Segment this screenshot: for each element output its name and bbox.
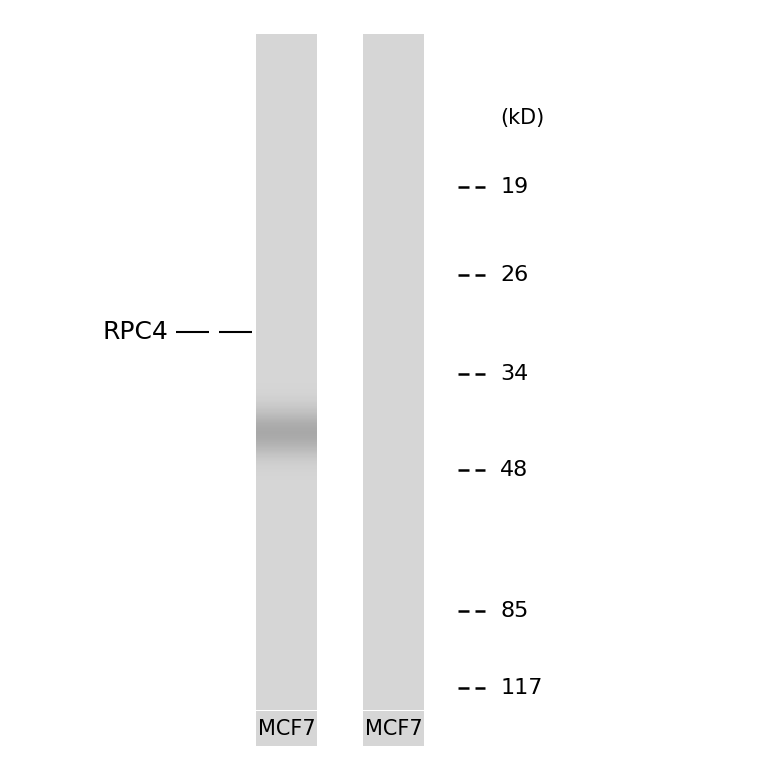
Text: 117: 117 <box>500 678 542 698</box>
Text: 34: 34 <box>500 364 529 384</box>
Text: 26: 26 <box>500 265 529 285</box>
Text: RPC4: RPC4 <box>102 320 168 345</box>
Text: (kD): (kD) <box>500 108 545 128</box>
Text: 48: 48 <box>500 460 529 480</box>
Text: MCF7: MCF7 <box>257 719 316 739</box>
Text: 19: 19 <box>500 177 529 197</box>
Text: 85: 85 <box>500 601 529 621</box>
Text: MCF7: MCF7 <box>364 719 422 739</box>
